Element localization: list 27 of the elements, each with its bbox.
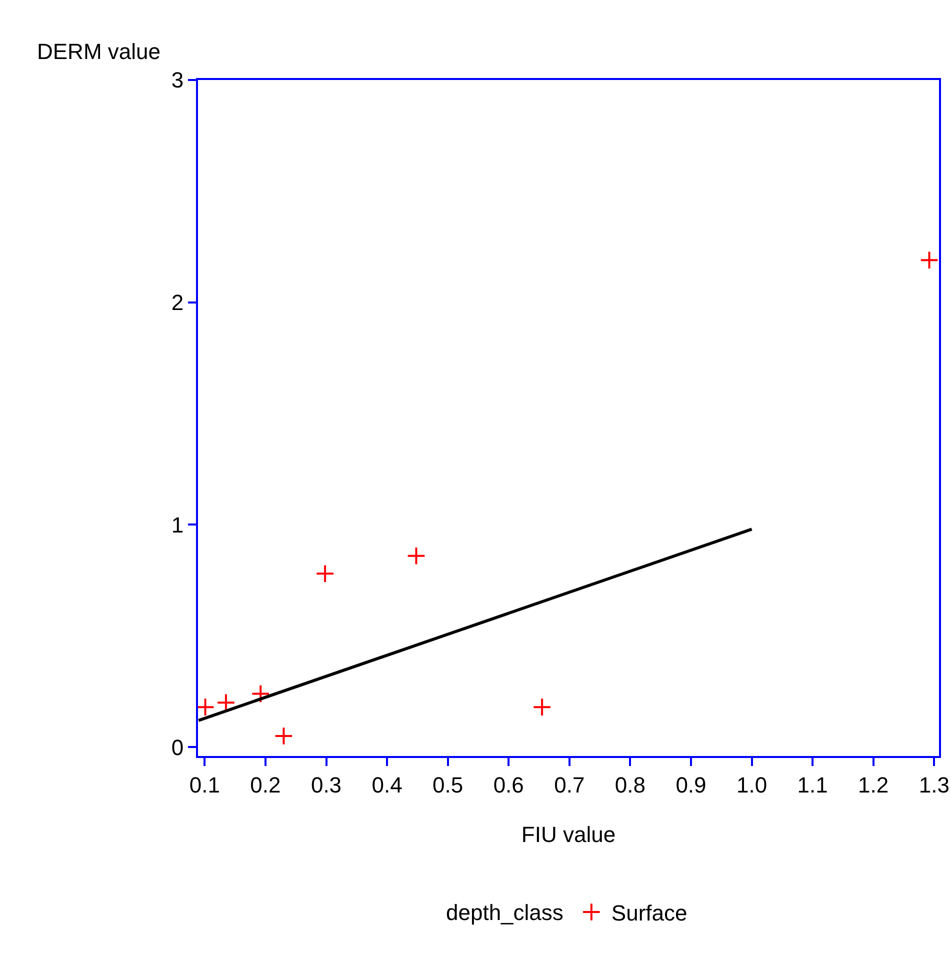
y-tick-label: 3 [171, 68, 184, 93]
x-tick-label: 0.5 [432, 772, 464, 798]
legend-label: Surface [611, 900, 688, 926]
point [251, 684, 270, 704]
point [406, 546, 426, 566]
x-tick-label: 0.9 [676, 772, 706, 798]
x-tick-label: 0.1 [189, 772, 220, 798]
x-tick-label: 0.4 [372, 772, 402, 798]
x-tick-label: 1.2 [858, 772, 889, 798]
y-tick-label: 1 [171, 512, 184, 538]
x-tick-label: 0.2 [250, 772, 281, 798]
x-tick-label: 1.0 [736, 772, 768, 798]
x-tick-label: 0.8 [614, 772, 646, 798]
y-axis-title: DERM value [37, 39, 160, 64]
y-tick-label: 0 [171, 734, 184, 760]
x-tick-label: 1.1 [797, 772, 828, 798]
x-tick-label: 0.6 [493, 772, 524, 798]
point [316, 564, 334, 584]
legend-title: depth_class [446, 900, 564, 925]
x-tick-label: 0.7 [554, 772, 585, 798]
point [274, 726, 294, 746]
x-axis-title: FIU value [521, 822, 616, 847]
point [532, 698, 552, 716]
point [920, 250, 939, 270]
x-tick-label: 0.3 [310, 772, 342, 798]
x-tick-label: 1.3 [918, 772, 950, 798]
y-tick-label: 2 [171, 290, 184, 316]
